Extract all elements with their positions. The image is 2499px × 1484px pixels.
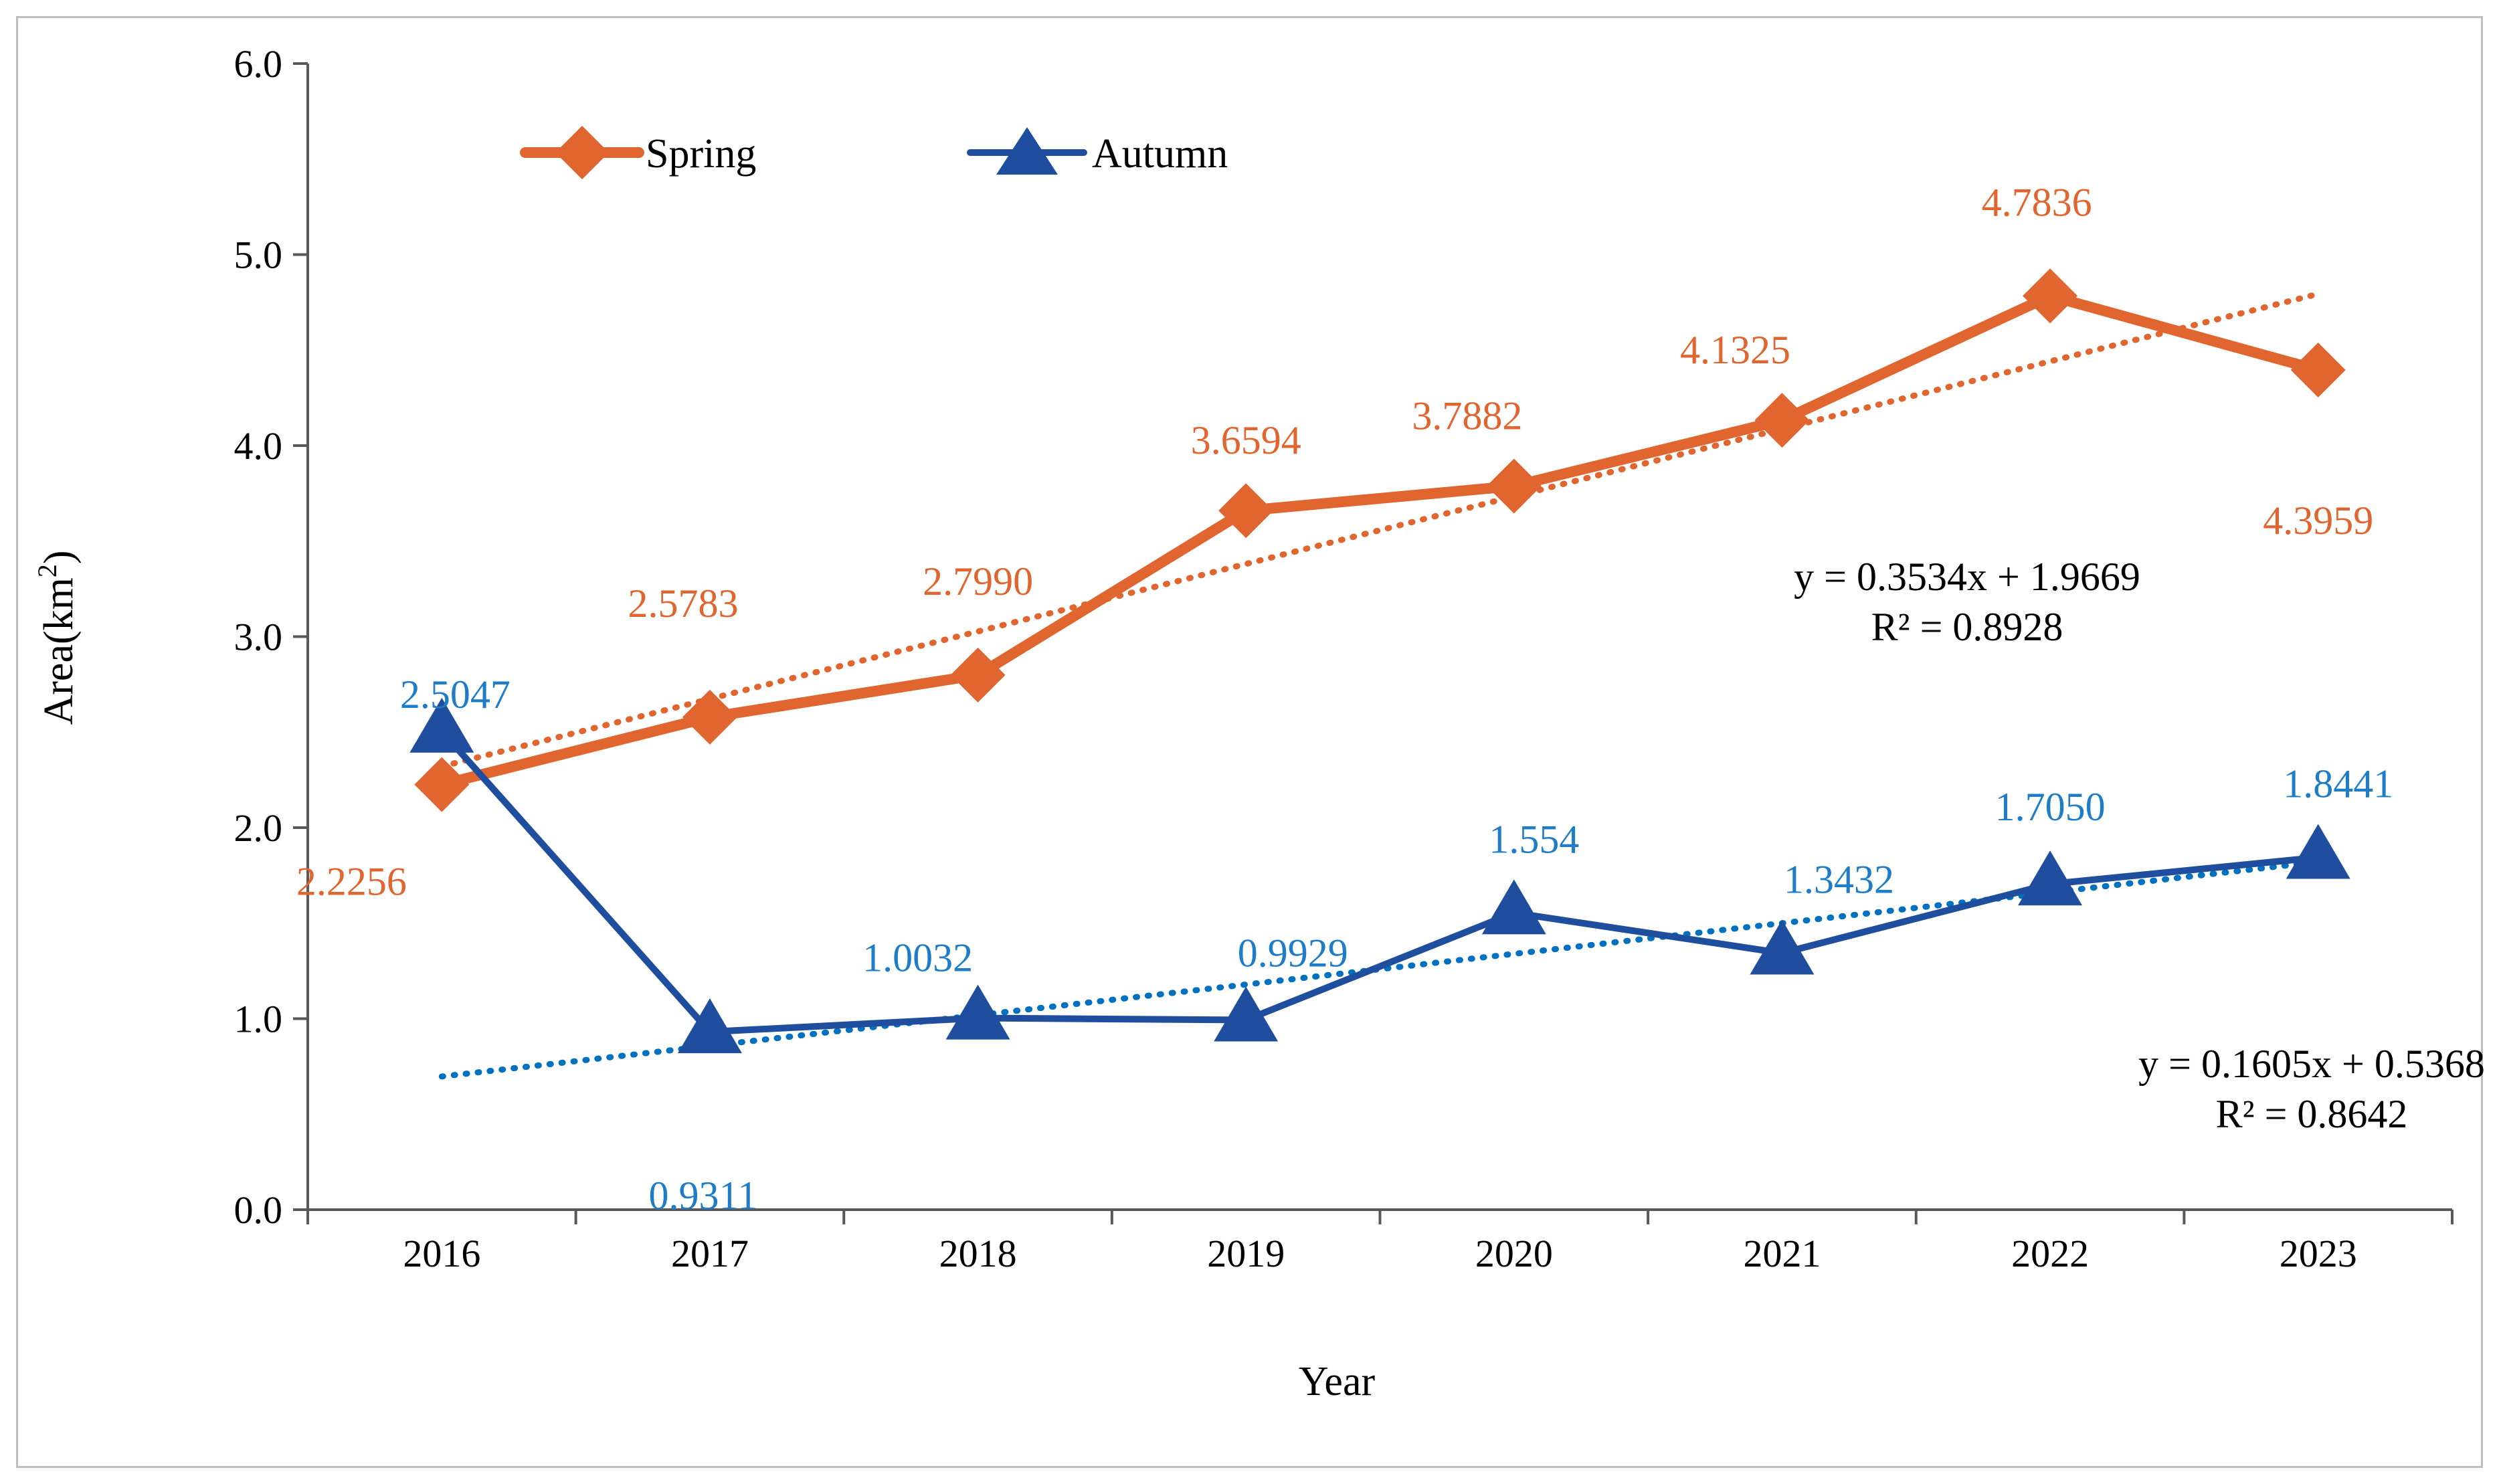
y-axis-title: Area(km2) (32, 551, 82, 725)
point-spring-2019 (1218, 483, 1274, 539)
x-tick-label: 2021 (1743, 1232, 1821, 1275)
autumn-trend-equation: y = 0.1605x + 0.5368 R² = 0.8642 (2138, 1042, 2485, 1136)
data-labels: 2.2256 2.5783 2.7990 3.6594 3.7882 4.1325 4.78… (296, 180, 2393, 1218)
series-line-autumn (438, 727, 2322, 1036)
markers (409, 268, 2350, 1054)
data-label-spring-2020: 3.7882 (1412, 393, 1522, 438)
point-autumn-2017 (677, 998, 742, 1054)
point-spring-2016 (414, 757, 470, 812)
point-autumn-2023 (2286, 824, 2350, 879)
point-autumn-2022 (2018, 850, 2083, 906)
data-label-autumn-2023: 1.8441 (2283, 762, 2393, 806)
spring-trend-equation-text: y = 0.3534x + 1.9669 (1794, 555, 2140, 599)
x-tick-label: 2017 (671, 1232, 749, 1275)
legend-autumn-label: Autumn (1092, 131, 1228, 177)
x-tick-label: 2023 (2280, 1232, 2357, 1275)
x-tick-label: 2020 (1475, 1232, 1553, 1275)
legend-spring-label: Spring (646, 131, 756, 177)
point-autumn-2019 (1214, 986, 1279, 1042)
data-label-autumn-2017: 0.9311 (649, 1174, 758, 1218)
point-spring-2017 (682, 689, 737, 745)
autumn-trend-equation-text: y = 0.1605x + 0.5368 (2138, 1042, 2485, 1086)
y-tick-label: 6.0 (234, 42, 283, 86)
x-tick-label: 2018 (939, 1232, 1017, 1275)
spring-trend-equation: y = 0.3534x + 1.9669 R² = 0.8928 (1794, 555, 2140, 649)
y-tick-label: 0.0 (234, 1188, 283, 1232)
y-tick-label: 3.0 (234, 616, 283, 659)
data-label-autumn-2019: 0.9929 (1238, 931, 1348, 976)
data-label-spring-2023: 4.3959 (2263, 498, 2373, 543)
legend-item-spring: Spring (520, 126, 756, 179)
series-line-spring (436, 290, 2324, 790)
y-tick-label: 4.0 (234, 424, 283, 468)
legend-autumn-triangle-icon (996, 127, 1058, 175)
data-label-autumn-2018: 1.0032 (862, 936, 973, 980)
chart-frame (16, 16, 2483, 1468)
x-tick-label: 2022 (2011, 1232, 2089, 1275)
data-label-autumn-2021: 1.3432 (1784, 858, 1894, 902)
trendline-autumn (438, 858, 2322, 1080)
series-lines (436, 290, 2324, 1036)
legend: Spring Autumn (520, 126, 1228, 179)
data-label-autumn-2022: 1.7050 (1995, 785, 2106, 829)
data-label-spring-2021: 4.1325 (1680, 328, 1790, 372)
point-spring-2020 (1486, 458, 1542, 514)
y-tick-label: 2.0 (234, 806, 283, 850)
data-label-spring-2019: 3.6594 (1191, 418, 1301, 462)
point-autumn-2020 (1481, 879, 1546, 935)
point-autumn-2016 (409, 697, 474, 753)
data-label-autumn-2016: 2.5047 (400, 672, 511, 717)
point-spring-2018 (950, 647, 1006, 703)
autumn-trend-r2-text: R² = 0.8642 (2216, 1092, 2408, 1136)
point-spring-2021 (1754, 393, 1810, 448)
point-autumn-2018 (945, 984, 1010, 1040)
x-axis-title: Year (1299, 1359, 1376, 1404)
legend-spring-diamond-icon (555, 126, 609, 179)
y-tick-label: 1.0 (234, 998, 283, 1041)
spring-trend-r2-text: R² = 0.8928 (1871, 605, 2063, 649)
axes: 0.0 1.0 2.0 3.0 4.0 5.0 6.0 2016 2017 2018 2019 202… (234, 42, 2454, 1275)
data-label-spring-2018: 2.7990 (923, 559, 1033, 604)
point-spring-2022 (2023, 268, 2078, 324)
trendline-spring (438, 290, 2322, 770)
data-label-spring-2016: 2.2256 (296, 860, 407, 904)
point-autumn-2021 (1750, 919, 1815, 975)
y-tick-label: 5.0 (234, 234, 283, 277)
point-spring-2023 (2290, 342, 2346, 397)
data-label-spring-2022: 4.7836 (1982, 180, 2092, 224)
trendlines (438, 290, 2322, 1080)
x-tick-label: 2019 (1207, 1232, 1285, 1275)
data-label-spring-2017: 2.5783 (628, 581, 738, 626)
x-tick-label: 2016 (403, 1232, 480, 1275)
legend-item-autumn: Autumn (967, 127, 1228, 177)
data-label-autumn-2020: 1.554 (1489, 817, 1579, 861)
